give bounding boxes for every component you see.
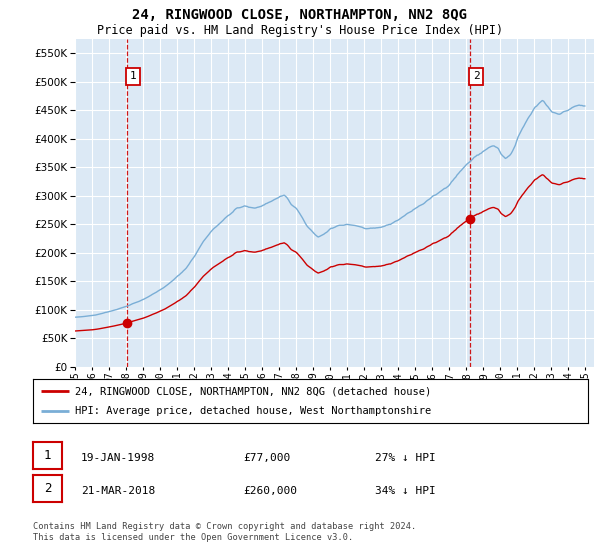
Text: 19-JAN-1998: 19-JAN-1998 [81, 452, 155, 463]
Text: 27% ↓ HPI: 27% ↓ HPI [375, 452, 436, 463]
Text: £77,000: £77,000 [243, 452, 290, 463]
Text: Price paid vs. HM Land Registry's House Price Index (HPI): Price paid vs. HM Land Registry's House … [97, 24, 503, 36]
Text: HPI: Average price, detached house, West Northamptonshire: HPI: Average price, detached house, West… [74, 405, 431, 416]
Text: 1: 1 [44, 449, 51, 462]
Text: 2: 2 [473, 71, 479, 81]
Text: 24, RINGWOOD CLOSE, NORTHAMPTON, NN2 8QG: 24, RINGWOOD CLOSE, NORTHAMPTON, NN2 8QG [133, 8, 467, 22]
Text: 34% ↓ HPI: 34% ↓ HPI [375, 486, 436, 496]
Text: 24, RINGWOOD CLOSE, NORTHAMPTON, NN2 8QG (detached house): 24, RINGWOOD CLOSE, NORTHAMPTON, NN2 8QG… [74, 386, 431, 396]
Text: 1: 1 [130, 71, 136, 81]
Text: 2: 2 [44, 482, 51, 496]
Text: Contains HM Land Registry data © Crown copyright and database right 2024.
This d: Contains HM Land Registry data © Crown c… [33, 522, 416, 542]
Text: 21-MAR-2018: 21-MAR-2018 [81, 486, 155, 496]
Text: £260,000: £260,000 [243, 486, 297, 496]
